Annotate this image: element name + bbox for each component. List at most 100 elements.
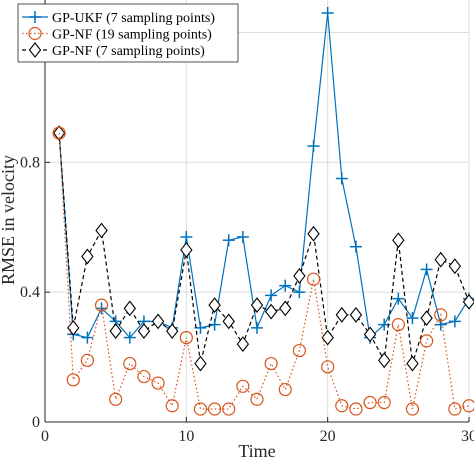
legend-label: GP-NF (7 sampling points) — [52, 44, 205, 59]
series-1-point — [363, 395, 377, 410]
series-2-point — [392, 232, 405, 249]
series-2-point — [448, 258, 462, 275]
series-0-point — [222, 234, 235, 247]
series-2-point — [420, 310, 433, 327]
legend-box — [17, 3, 239, 63]
series-0-point — [208, 318, 221, 331]
series-1-point — [137, 369, 151, 384]
series-1-point — [151, 376, 165, 390]
series-0-point — [293, 286, 306, 299]
y-tick-label: 0.4 — [20, 284, 40, 301]
series-0-point — [123, 331, 136, 344]
legend-label: GP-NF (19 sampling points) — [52, 28, 212, 43]
series-1-point — [52, 126, 66, 140]
series-1-point — [420, 334, 434, 348]
series-1-point — [462, 399, 474, 413]
series-2-point — [462, 294, 474, 310]
series-0-point — [265, 289, 278, 302]
series-2-point — [123, 300, 136, 317]
x-tick-label: 30 — [461, 428, 474, 445]
series-0-line — [58, 12, 470, 339]
series-1-point — [448, 402, 462, 416]
series-2-point — [349, 306, 363, 323]
series-1-point — [80, 353, 95, 367]
series-2-point — [279, 300, 292, 317]
series-0-point — [95, 302, 108, 315]
series-2-point — [307, 225, 320, 242]
series-2 — [52, 125, 474, 372]
series-2-point — [378, 352, 391, 369]
legend-entry: GP-UKF (7 sampling points) — [22, 11, 215, 26]
series-0-point — [392, 292, 405, 305]
series-1-point — [165, 399, 179, 413]
series-1-point — [250, 392, 264, 406]
series-1-point — [109, 392, 123, 406]
series-0-point — [307, 140, 320, 153]
series-0-point — [448, 315, 461, 328]
series-2-point — [264, 303, 278, 320]
series-1-point — [264, 356, 278, 371]
legend-marker — [28, 42, 42, 58]
series-0-point — [420, 263, 433, 276]
series-1-point — [66, 373, 80, 387]
series-0-point — [335, 172, 348, 185]
series-layer — [52, 6, 474, 416]
series-2-point — [363, 326, 377, 343]
series-1-point — [405, 402, 420, 416]
x-tick-label: 20 — [320, 428, 336, 445]
series-1-point — [94, 298, 109, 312]
axes — [44, 0, 469, 423]
series-2-point — [81, 248, 94, 265]
series-1-point — [335, 399, 349, 413]
series-1-point — [236, 379, 250, 393]
series-1-point — [306, 272, 321, 286]
series-2-point — [236, 336, 250, 352]
series-2-point — [321, 329, 334, 346]
series-2-point — [208, 297, 221, 314]
series-1-point — [278, 382, 292, 397]
series-2-point — [95, 222, 108, 239]
series-1-point — [292, 343, 306, 358]
series-1-point — [377, 395, 391, 410]
legend-marker — [29, 11, 41, 23]
series-2-point — [335, 306, 348, 323]
series-2-point — [434, 251, 447, 268]
legend-marker — [28, 26, 42, 41]
series-1-point — [349, 402, 363, 416]
series-0-point — [236, 230, 249, 243]
series-2-point — [180, 242, 193, 258]
series-1-point — [208, 402, 222, 416]
series-2-point — [250, 297, 264, 314]
series-2-point — [293, 268, 306, 284]
y-tick-label: 0.8 — [20, 154, 40, 171]
series-2-point — [166, 323, 179, 339]
y-tick-label: 0 — [32, 414, 40, 431]
series-1-point — [193, 402, 208, 416]
series-0-point — [406, 312, 419, 325]
y-axis-label: RMSE in velocity — [0, 155, 18, 285]
legend-entry: GP-NF (19 sampling points) — [22, 26, 212, 43]
series-2-point — [194, 355, 207, 372]
series-0-point — [180, 230, 193, 243]
series-0-point — [279, 279, 292, 292]
series-1-point — [434, 308, 448, 322]
x-tick-label: 0 — [41, 428, 49, 445]
series-1-point — [179, 331, 193, 345]
series-2-point — [52, 125, 66, 141]
series-1-point — [391, 318, 405, 332]
series-2-point — [222, 313, 235, 330]
series-0-point — [81, 331, 94, 344]
series-0-point — [251, 321, 263, 334]
series-2-point — [406, 355, 419, 372]
series-2-point — [151, 313, 165, 330]
series-2-point — [109, 323, 122, 339]
series-1-point — [123, 356, 137, 371]
series-1-point — [321, 360, 335, 374]
series-0-point — [194, 321, 207, 334]
series-1-point — [222, 402, 236, 416]
x-tick-label: 10 — [178, 428, 194, 445]
series-2-point — [137, 323, 151, 339]
x-axis-label: Time — [238, 441, 275, 461]
legend-entry: GP-NF (7 sampling points) — [22, 42, 205, 59]
